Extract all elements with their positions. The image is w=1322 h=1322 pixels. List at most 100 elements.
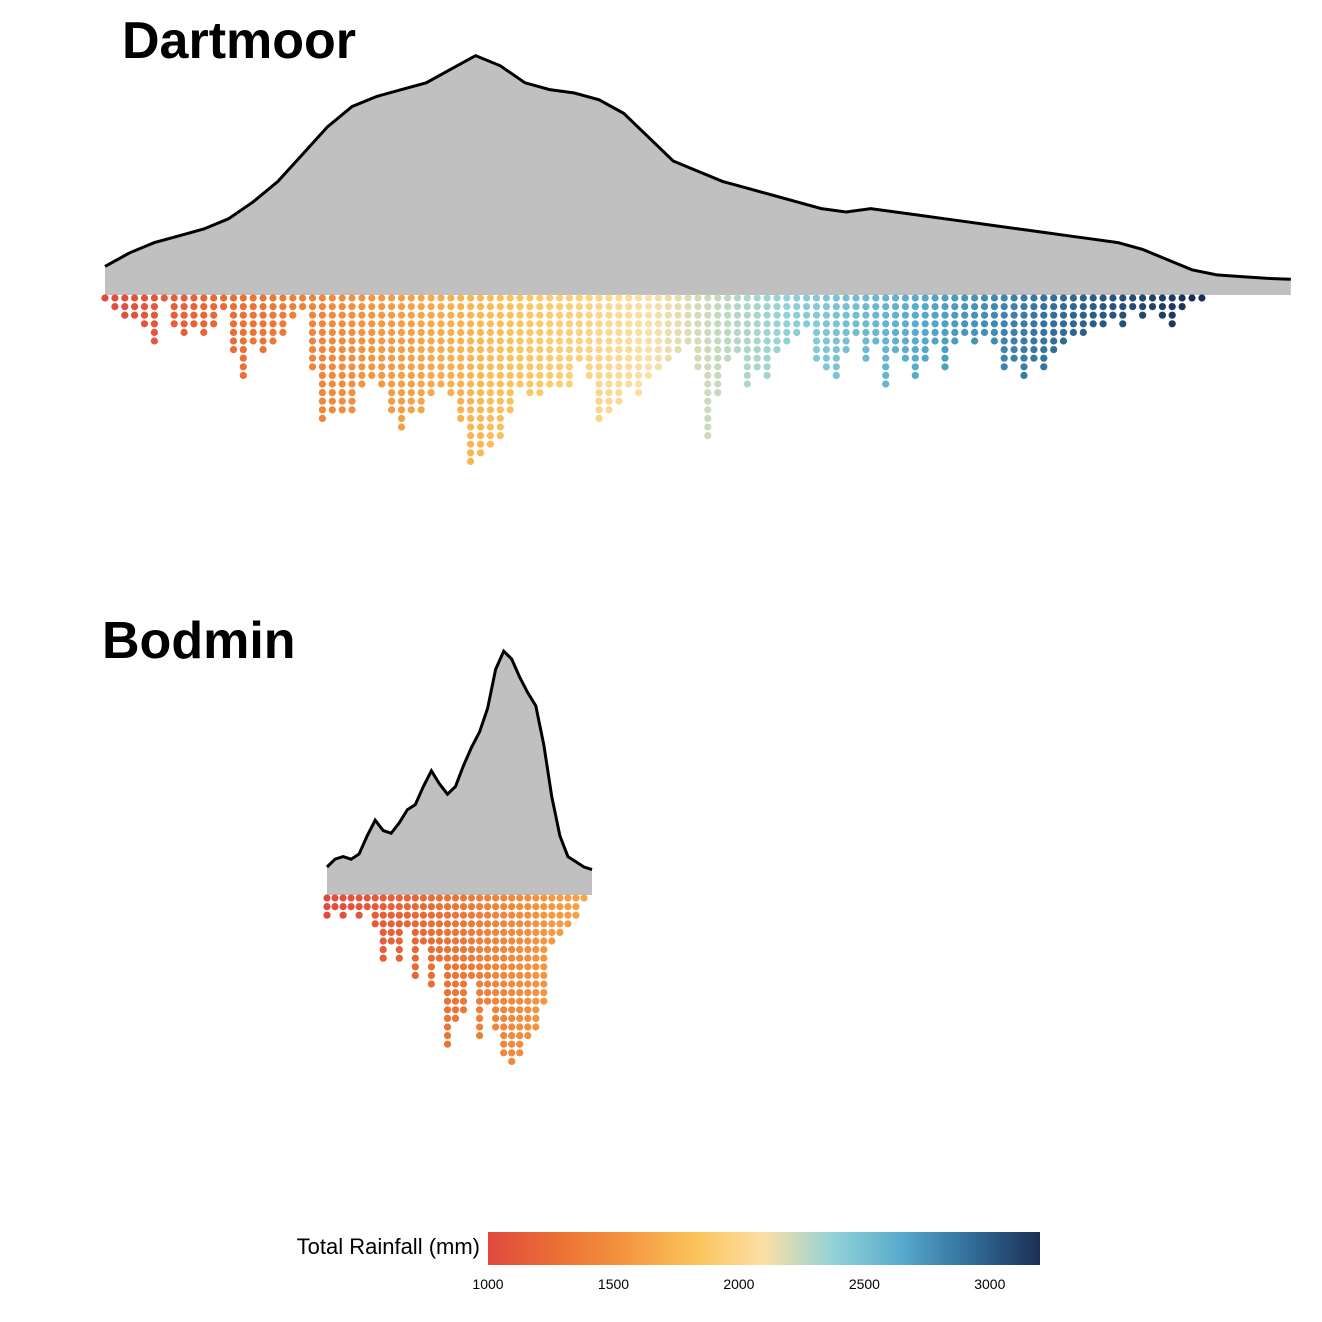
rainfall-dot: [911, 354, 919, 362]
rainfall-dot: [852, 294, 860, 302]
rainfall-dot: [516, 303, 524, 311]
rainfall-dot: [763, 337, 771, 345]
rainfall-dot: [486, 380, 494, 388]
rainfall-dot: [822, 346, 831, 354]
rainfall-dot: [763, 363, 771, 371]
rainfall-dot: [842, 337, 850, 345]
rainfall-dot: [532, 980, 540, 988]
rainfall-dot: [714, 337, 722, 345]
rainfall-dot: [170, 320, 178, 328]
rainfall-dot: [911, 346, 919, 354]
rainfall-dot: [506, 354, 514, 362]
rainfall-dot: [644, 337, 653, 345]
rainfall-dot: [524, 1032, 532, 1040]
rainfall-dot: [427, 963, 435, 971]
rainfall-dot: [793, 294, 801, 302]
rainfall-dot: [911, 294, 919, 302]
rainfall-dot: [644, 371, 653, 379]
rainfall-dot: [348, 380, 356, 388]
panel-bodmin: Bodmin: [102, 612, 593, 1065]
rainfall-dot: [595, 414, 603, 422]
rainfall-dot: [526, 371, 534, 379]
rainfall-dot: [743, 354, 751, 362]
rainfall-dot: [684, 311, 692, 319]
legend-title: Total Rainfall (mm): [297, 1234, 480, 1259]
rainfall-dot: [318, 320, 326, 328]
rainfall-dot: [654, 346, 663, 354]
rainfall-dot: [407, 311, 415, 319]
rainfall-dot: [1089, 294, 1097, 302]
rainfall-dot: [348, 311, 356, 319]
rainfall-dot: [694, 328, 702, 336]
rainfall-dot: [516, 1014, 524, 1023]
rainfall-dot: [338, 371, 346, 379]
rainfall-dot: [536, 311, 544, 319]
rainfall-dot: [347, 903, 355, 911]
rainfall-dot: [546, 346, 554, 354]
rainfall-dot: [378, 363, 386, 371]
rainfall-dot: [605, 406, 613, 414]
rainfall-dot: [625, 371, 633, 379]
rainfall-dot: [492, 1006, 500, 1014]
rainfall-dot: [532, 911, 540, 919]
rainfall-dot: [467, 320, 475, 328]
rainfall-dot: [704, 423, 712, 431]
rainfall-dot: [443, 920, 452, 928]
rainfall-dot: [1020, 337, 1028, 345]
rainfall-dot: [476, 303, 485, 311]
rainfall-dot: [492, 954, 500, 962]
rainfall-dot: [664, 303, 672, 311]
rainfall-dot: [417, 389, 425, 397]
rainfall-dot: [508, 989, 516, 997]
rainfall-dot: [506, 294, 514, 302]
rainfall-dot: [704, 397, 712, 405]
rainfall-dot: [467, 963, 476, 971]
rainfall-dot: [388, 346, 396, 354]
rainfall-dot: [1139, 311, 1147, 319]
color-legend: Total Rainfall (mm) 1000 1500 2000 2500 3000: [297, 1232, 1040, 1292]
rainfall-dot: [338, 354, 346, 362]
rainfall-dot: [595, 389, 603, 397]
rainfall-dot: [279, 328, 287, 336]
rainfall-dot: [249, 337, 257, 345]
rainfall-dot: [407, 346, 415, 354]
rainfall-dot: [508, 980, 516, 988]
rainfall-dot: [328, 406, 336, 414]
rainfall-dot: [411, 971, 419, 980]
rainfall-dot: [492, 980, 500, 988]
rainfall-dot: [486, 311, 494, 319]
rainfall-dot: [140, 320, 149, 328]
rainfall-dot: [476, 954, 484, 962]
rainfall-dot: [459, 911, 468, 919]
rainfall-dot: [536, 380, 544, 388]
rainfall-dot: [443, 997, 452, 1005]
rainfall-dot: [1020, 371, 1028, 379]
rainfall-dot: [842, 346, 850, 354]
rainfall-dot: [411, 928, 419, 937]
rainfall-dot: [842, 294, 850, 302]
rainfall-dot: [395, 920, 403, 928]
rainfall-dot: [793, 328, 801, 336]
rainfall-dot: [1158, 303, 1166, 311]
rainfall-dot: [548, 920, 556, 928]
rainfall-dot: [532, 894, 540, 902]
rainfall-dot: [229, 346, 238, 354]
rainfall-dot: [694, 354, 702, 362]
rainfall-dot: [575, 303, 583, 311]
rainfall-dot: [546, 303, 554, 311]
rainfall-dot: [500, 1049, 508, 1057]
rainfall-dot: [508, 963, 516, 971]
rainfall-dot: [368, 320, 376, 328]
rainfall-dot: [210, 320, 218, 328]
rainfall-dot: [339, 903, 347, 911]
rainfall-dot: [753, 337, 761, 345]
rainfall-dot: [516, 997, 524, 1005]
rainfall-dot: [901, 354, 910, 362]
legend-tick-label: 3000: [974, 1276, 1005, 1292]
rainfall-dot: [733, 303, 742, 311]
rainfall-dot: [407, 380, 415, 388]
rainfall-dot: [862, 320, 870, 328]
rainfall-dot: [1168, 303, 1176, 311]
rainfall-dot: [605, 363, 613, 371]
rainfall-dot: [496, 380, 504, 388]
